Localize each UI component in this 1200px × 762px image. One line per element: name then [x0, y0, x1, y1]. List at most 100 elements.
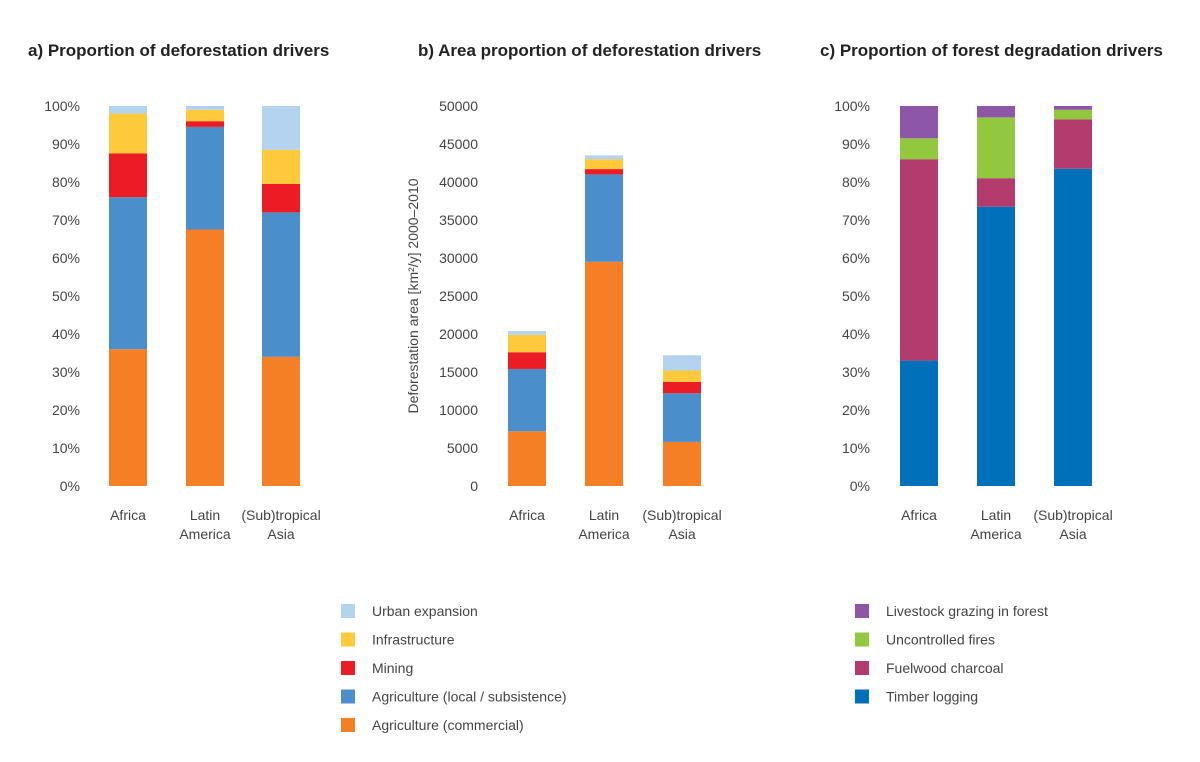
legend-label: Urban expansion: [372, 603, 478, 619]
legend-swatch: [855, 632, 869, 647]
bar-segment: [663, 393, 701, 442]
y-tick-label: 0%: [60, 478, 80, 494]
bar-segment: [262, 106, 300, 150]
bar-segment: [186, 126, 224, 230]
bar-segment: [977, 106, 1015, 118]
bar-segment: [900, 159, 938, 361]
bar-segment: [262, 183, 300, 213]
bar-segment: [663, 355, 701, 371]
y-tick-label: 70%: [52, 212, 80, 228]
bar-segment: [109, 349, 147, 486]
y-tick-label: 60%: [842, 250, 870, 266]
bar-segment: [1054, 168, 1092, 486]
y-tick-label: 50%: [52, 288, 80, 304]
x-category-label: Asia: [267, 526, 294, 542]
chart-title: c) Proportion of forest degradation driv…: [820, 41, 1163, 60]
x-category-label: America: [970, 526, 1022, 542]
legend-swatch: [341, 689, 355, 704]
y-tick-label: 70%: [842, 212, 870, 228]
legend-label: Agriculture (local / subsistence): [372, 689, 567, 705]
bar-segment: [585, 174, 623, 262]
x-category-label: America: [179, 526, 231, 542]
bar-segment: [900, 360, 938, 486]
x-category-label: (Sub)tropical: [1033, 507, 1112, 523]
y-tick-label: 50000: [439, 98, 478, 114]
bar-segment: [1054, 119, 1092, 169]
y-tick-label: 30000: [439, 250, 478, 266]
y-tick-label: 0%: [850, 478, 870, 494]
bar-segment: [508, 431, 546, 486]
chart-title: b) Area proportion of deforestation driv…: [418, 41, 761, 60]
x-category-label: Africa: [110, 507, 146, 523]
x-category-label: Latin: [589, 507, 619, 523]
y-tick-label: 80%: [842, 174, 870, 190]
bar-segment: [585, 155, 623, 160]
y-tick-label: 40%: [842, 326, 870, 342]
x-category-label: Africa: [509, 507, 545, 523]
y-tick-label: 40000: [439, 174, 478, 190]
y-tick-label: 45000: [439, 136, 478, 152]
bar-segment: [585, 169, 623, 175]
y-tick-label: 20000: [439, 326, 478, 342]
legend-swatch: [855, 661, 869, 675]
bar-segment: [186, 106, 224, 110]
bar-segment: [900, 106, 938, 139]
y-tick-label: 10000: [439, 402, 478, 418]
y-tick-label: 35000: [439, 212, 478, 228]
legend-swatch: [855, 604, 869, 618]
bar-segment: [585, 159, 623, 170]
y-tick-label: 60%: [52, 250, 80, 266]
legend-swatch: [341, 604, 355, 618]
y-tick-label: 20%: [52, 402, 80, 418]
x-category-label: (Sub)tropical: [241, 507, 320, 523]
legend-label: Timber logging: [886, 689, 978, 705]
x-category-label: Asia: [1059, 526, 1086, 542]
bar-segment: [508, 334, 546, 353]
y-tick-label: 20%: [842, 402, 870, 418]
y-tick-label: 90%: [842, 136, 870, 152]
legend-label: Infrastructure: [372, 632, 455, 648]
bar-segment: [585, 261, 623, 486]
legend-label: Livestock grazing in forest: [886, 603, 1048, 619]
y-tick-label: 80%: [52, 174, 80, 190]
chart-title: a) Proportion of deforestation drivers: [28, 41, 329, 60]
bar-segment: [663, 381, 701, 394]
legend-swatch: [341, 632, 355, 647]
bar-segment: [262, 149, 300, 184]
y-tick-label: 100%: [44, 98, 80, 114]
x-category-label: Africa: [901, 507, 937, 523]
legend-label: Fuelwood charcoal: [886, 660, 1004, 676]
x-category-label: America: [578, 526, 630, 542]
bar-segment: [109, 153, 147, 198]
legend-label: Uncontrolled fires: [886, 632, 995, 648]
bar-segment: [508, 368, 546, 432]
bar-segment: [186, 121, 224, 127]
legend-swatch: [341, 661, 355, 675]
x-category-label: Latin: [190, 507, 220, 523]
bar-segment: [900, 138, 938, 160]
bar-segment: [1054, 109, 1092, 120]
y-tick-label: 30%: [842, 364, 870, 380]
y-tick-label: 10%: [52, 440, 80, 456]
bar-segment: [186, 109, 224, 122]
x-category-label: Latin: [981, 507, 1011, 523]
bar-segment: [977, 178, 1015, 207]
bar-segment: [508, 330, 546, 335]
legend-swatch: [855, 689, 869, 704]
bar-segment: [262, 212, 300, 357]
y-tick-label: 40%: [52, 326, 80, 342]
y-tick-label: 90%: [52, 136, 80, 152]
legend-label: Agriculture (commercial): [372, 717, 524, 733]
legend-label: Mining: [372, 660, 413, 676]
y-tick-label: 25000: [439, 288, 478, 304]
bar-segment: [977, 206, 1015, 486]
x-category-label: Asia: [668, 526, 695, 542]
y-tick-label: 10%: [842, 440, 870, 456]
bar-segment: [663, 370, 701, 382]
bar-segment: [508, 352, 546, 369]
bar-segment: [1054, 106, 1092, 110]
y-tick-label: 50%: [842, 288, 870, 304]
bar-segment: [109, 106, 147, 114]
bar-segment: [663, 441, 701, 486]
